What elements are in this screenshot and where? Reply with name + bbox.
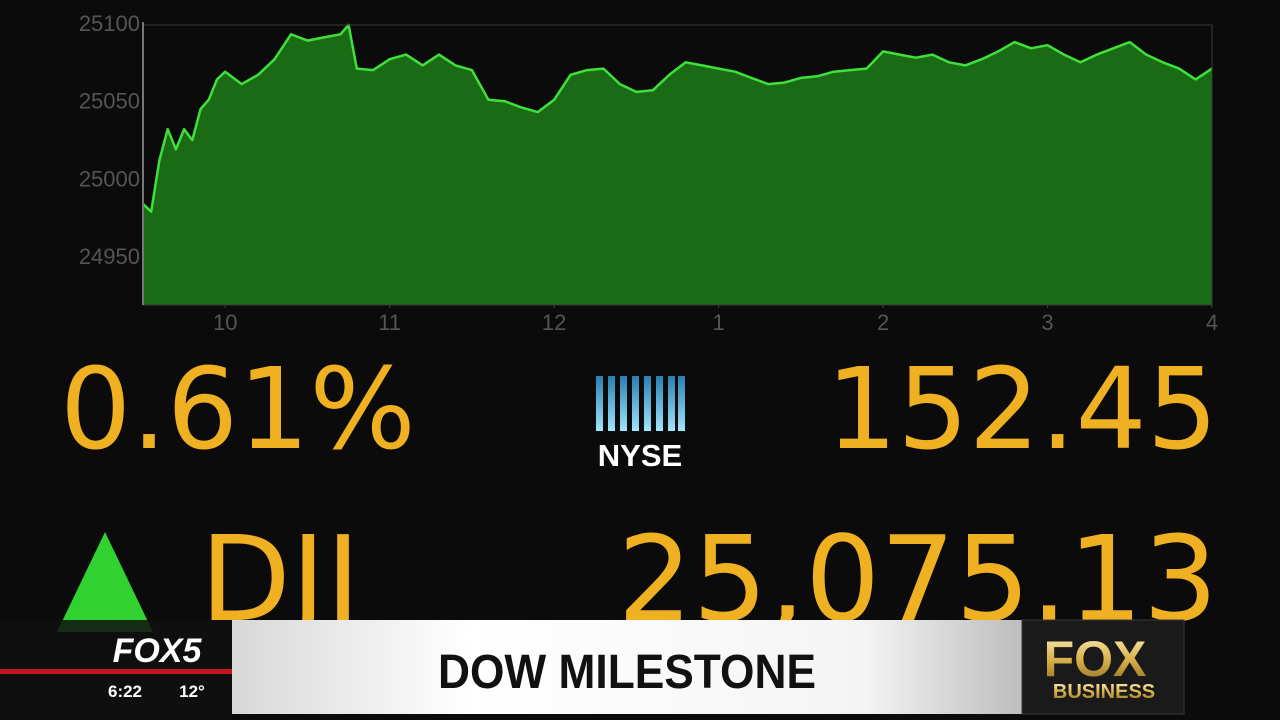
headline-banner [232, 620, 1022, 714]
line [142, 23, 1213, 213]
up-arrow [57, 532, 153, 632]
percent-change: 0.61% [60, 345, 416, 475]
y-tick-label: 25050 [79, 89, 140, 114]
point-change: 152.45 [826, 345, 1218, 475]
network-box [1021, 619, 1185, 715]
network-logo: FOX [1044, 631, 1147, 687]
headline: DOW MILESTONE [438, 646, 816, 699]
station-stripe [0, 669, 232, 674]
y-tick-label: 25000 [79, 166, 140, 191]
y-tick-label: 25100 [79, 11, 140, 36]
lower-third: FOX5 6:22 12° DOW MILESTONE FOX BUSINESS [0, 619, 1185, 720]
y-tick-label: 24950 [79, 244, 140, 269]
clock: 6:22 [108, 682, 142, 701]
temperature: 12° [179, 682, 205, 701]
x-tick-label: 3 [1041, 310, 1053, 335]
exchange: NYSE [598, 438, 682, 473]
x-tick-label: 1 [712, 310, 724, 335]
station-logo: FOX5 [113, 632, 203, 670]
x-tick-label: 2 [877, 310, 889, 335]
x-tick-label: 11 [378, 310, 401, 335]
area [143, 25, 1212, 305]
x-tick-label: 10 [213, 310, 237, 335]
x-tick-label: 4 [1206, 310, 1218, 335]
x-tick-label: 12 [542, 310, 566, 335]
nyse-logo: NYSE [596, 376, 685, 473]
network-sub: BUSINESS [1053, 681, 1155, 703]
